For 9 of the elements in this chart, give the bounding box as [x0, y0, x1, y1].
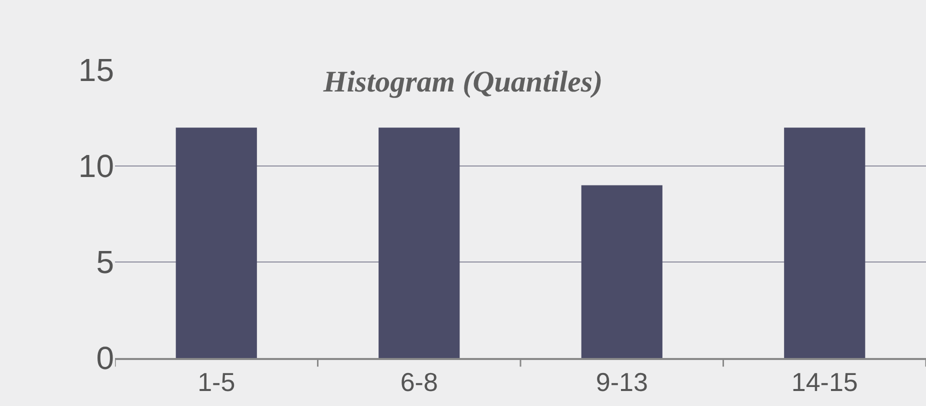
y-tick-label: 15 — [78, 52, 114, 88]
y-tick-label: 5 — [96, 244, 114, 280]
y-tick-label: 10 — [78, 148, 114, 184]
x-tick-label: 9-13 — [596, 366, 648, 397]
chart-title: Histogram (Quantiles) — [322, 66, 603, 99]
x-tick-label: 1-5 — [198, 366, 236, 397]
x-tick-label: 6-8 — [400, 366, 438, 397]
y-tick-label: 0 — [96, 340, 114, 376]
x-tick-label: 14-15 — [791, 366, 858, 397]
